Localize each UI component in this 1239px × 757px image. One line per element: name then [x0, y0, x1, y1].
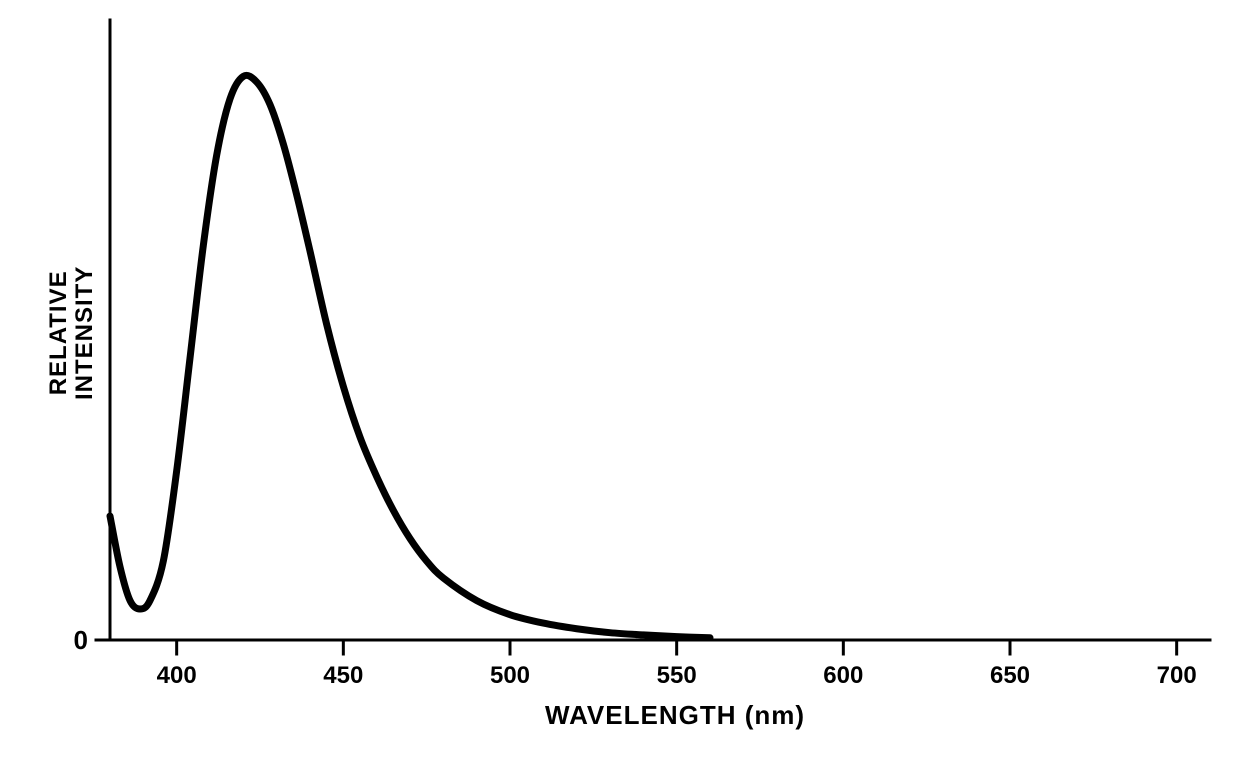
x-axis-label: WAVELENGTH (nm) [500, 700, 850, 731]
x-tick-label: 400 [147, 662, 207, 690]
x-tick-label: 450 [313, 662, 373, 690]
x-tick-label: 500 [480, 662, 540, 690]
spectrum-chart: RELATIVE INTENSITY 0 WAVELENGTH (nm) 400… [0, 0, 1239, 757]
y-axis-label-line2: INTENSITY [72, 266, 98, 400]
y-tick-label-0: 0 [74, 625, 88, 656]
x-tick-label: 550 [647, 662, 707, 690]
chart-svg [0, 0, 1239, 757]
x-tick-label: 700 [1147, 662, 1207, 690]
y-axis-label-line1: RELATIVE [46, 266, 72, 400]
y-axis-label: RELATIVE INTENSITY [46, 266, 98, 400]
spectrum-curve [110, 75, 710, 637]
x-tick-label: 600 [813, 662, 873, 690]
x-tick-label: 650 [980, 662, 1040, 690]
